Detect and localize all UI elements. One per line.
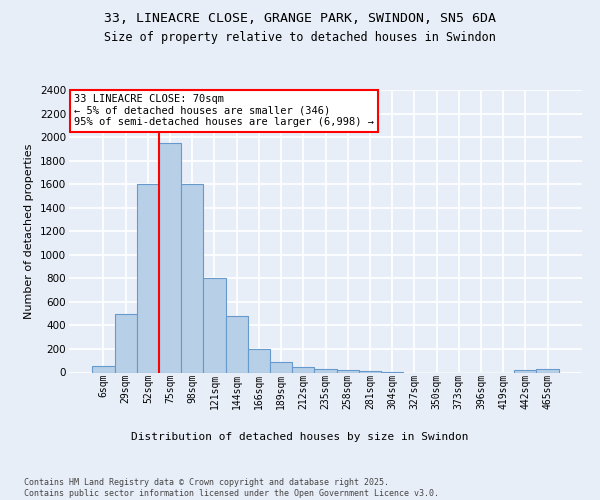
Bar: [115, 314, 137, 372]
Bar: [536, 369, 559, 372]
Bar: [270, 362, 292, 372]
Bar: [337, 370, 359, 372]
Y-axis label: Number of detached properties: Number of detached properties: [25, 144, 34, 319]
Bar: [159, 143, 181, 372]
Bar: [359, 371, 381, 372]
Bar: [314, 369, 337, 372]
Bar: [514, 370, 536, 372]
Bar: [137, 184, 159, 372]
Text: Distribution of detached houses by size in Swindon: Distribution of detached houses by size …: [131, 432, 469, 442]
Bar: [92, 366, 115, 372]
Bar: [226, 316, 248, 372]
Text: 33 LINEACRE CLOSE: 70sqm
← 5% of detached houses are smaller (346)
95% of semi-d: 33 LINEACRE CLOSE: 70sqm ← 5% of detache…: [74, 94, 374, 128]
Bar: [292, 367, 314, 372]
Bar: [181, 184, 203, 372]
Bar: [203, 278, 226, 372]
Text: 33, LINEACRE CLOSE, GRANGE PARK, SWINDON, SN5 6DA: 33, LINEACRE CLOSE, GRANGE PARK, SWINDON…: [104, 12, 496, 26]
Text: Contains HM Land Registry data © Crown copyright and database right 2025.
Contai: Contains HM Land Registry data © Crown c…: [24, 478, 439, 498]
Text: Size of property relative to detached houses in Swindon: Size of property relative to detached ho…: [104, 31, 496, 44]
Bar: [248, 349, 270, 372]
